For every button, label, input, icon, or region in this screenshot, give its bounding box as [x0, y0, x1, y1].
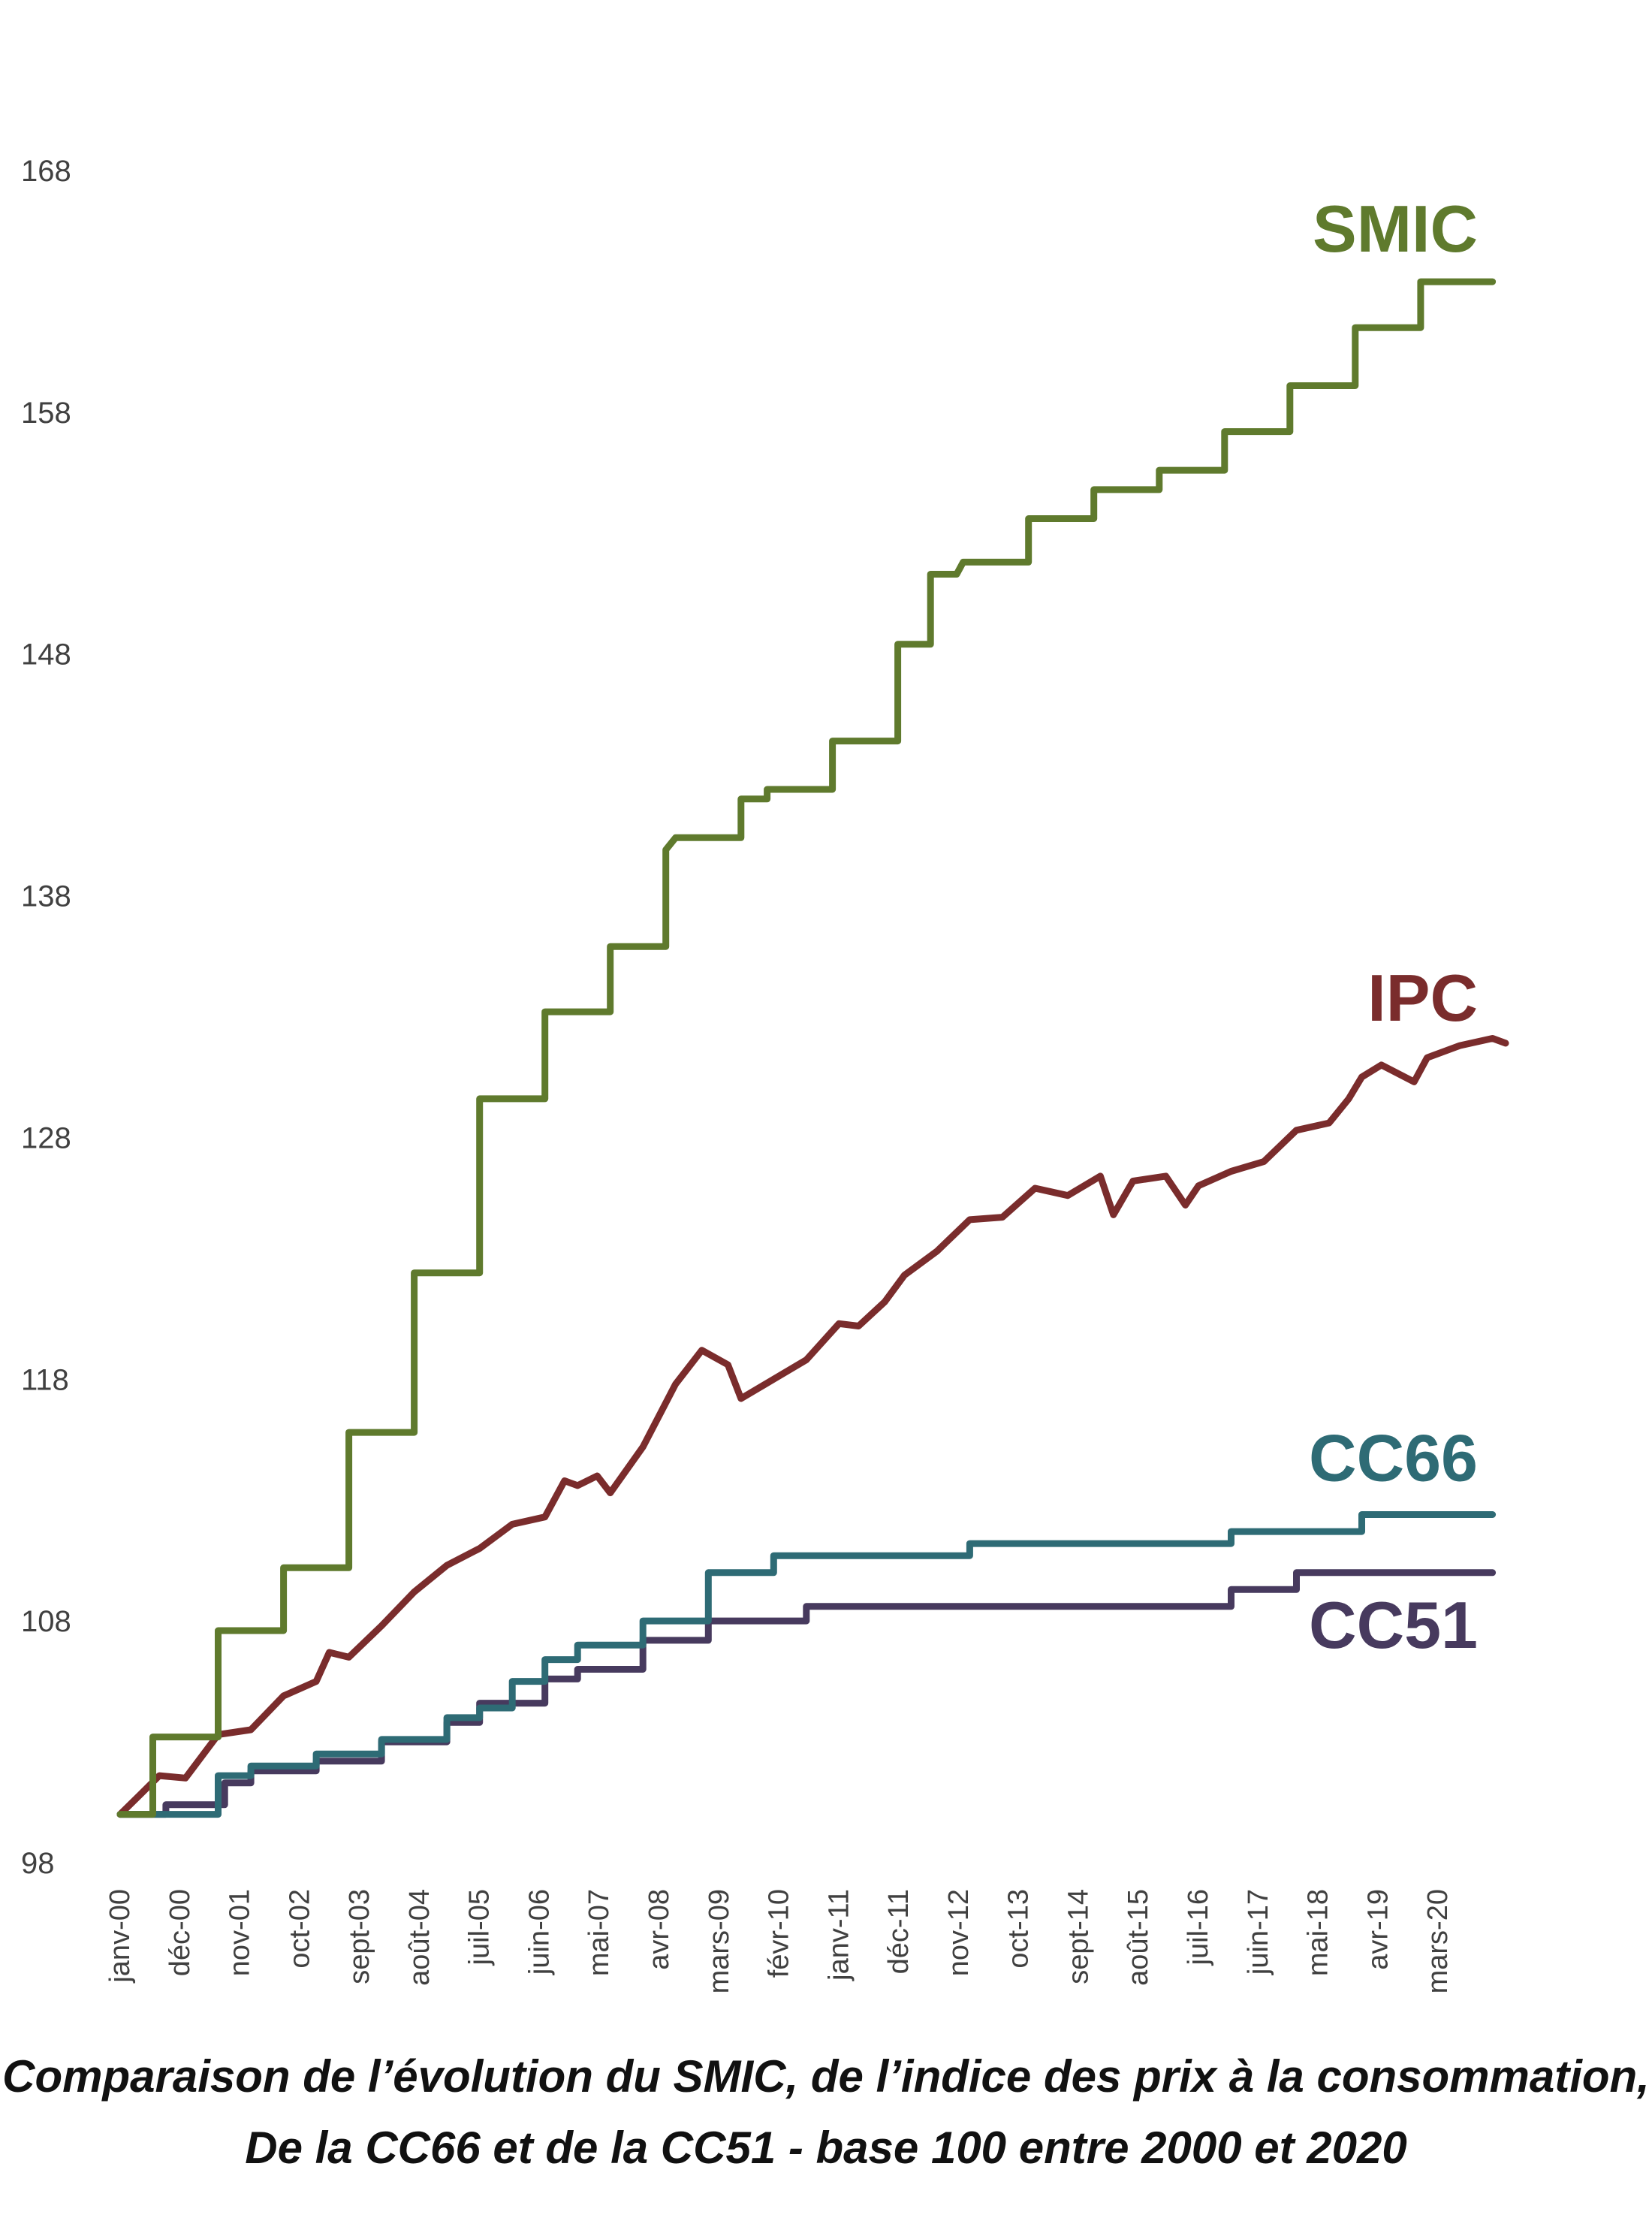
series-line-smic	[116, 278, 1497, 1818]
x-tick-label: oct-13	[1003, 1889, 1035, 1969]
x-tick-label: sept-14	[1063, 1889, 1094, 1984]
y-axis: 98 108 118 128 138 148 158 168	[21, 155, 71, 1880]
x-tick-label: nov-01	[225, 1889, 256, 1976]
y-tick-label: 98	[21, 1847, 55, 1880]
series-label-ipc: IPC	[1367, 961, 1478, 1035]
x-tick-label: mai-18	[1302, 1889, 1334, 1976]
x-tick-label: août-15	[1123, 1889, 1154, 1986]
x-tick-label: janv-11	[823, 1889, 855, 1981]
x-axis: janv-00 déc-00 nov-01 oct-02 sept-03 août-04 j…	[104, 1889, 1454, 1993]
x-tick-label: oct-02	[284, 1889, 315, 1969]
x-tick-label: mai-07	[583, 1889, 615, 1976]
x-tick-label: mars-20	[1422, 1889, 1454, 1993]
y-tick-label: 158	[21, 397, 71, 430]
x-tick-label: avr-19	[1362, 1889, 1394, 1970]
series-line-ipc	[116, 1035, 1509, 1818]
y-tick-label: 118	[21, 1363, 69, 1396]
x-tick-label: avr-08	[644, 1889, 675, 1970]
x-tick-label: juin-06	[523, 1889, 555, 1975]
x-tick-label: août-04	[404, 1889, 436, 1986]
x-tick-label: mars-09	[704, 1889, 735, 1993]
series-label-cc51: CC51	[1309, 1588, 1478, 1662]
x-tick-label: nov-12	[943, 1889, 975, 1976]
x-tick-label: déc-11	[883, 1889, 915, 1974]
chart-subtitle: De la CC66 et de la CC51 - base 100 entr…	[245, 2123, 1407, 2173]
y-tick-label: 128	[21, 1121, 71, 1154]
series-lines	[116, 278, 1509, 1818]
y-tick-label: 138	[21, 880, 71, 913]
series-labels: SMIC IPC CC66 CC51	[1309, 192, 1478, 1662]
x-tick-label: juil-05	[464, 1889, 496, 1966]
x-tick-label: déc-00	[164, 1889, 196, 1976]
series-line-cc51	[116, 1569, 1497, 1818]
y-tick-label: 148	[21, 638, 71, 671]
x-tick-label: juil-16	[1183, 1889, 1214, 1966]
x-tick-label: juin-17	[1243, 1889, 1274, 1975]
y-tick-label: 168	[21, 155, 71, 188]
x-tick-label: févr-10	[764, 1889, 795, 1978]
series-label-smic: SMIC	[1313, 192, 1478, 266]
x-tick-label: sept-03	[344, 1889, 375, 1984]
x-tick-label: janv-00	[104, 1889, 136, 1984]
y-tick-label: 108	[21, 1605, 71, 1638]
series-label-cc66: CC66	[1309, 1421, 1478, 1495]
chart-title: Comparaison de l’évolution du SMIC, de l…	[2, 2051, 1650, 2102]
series-line-cc66	[116, 1511, 1497, 1818]
